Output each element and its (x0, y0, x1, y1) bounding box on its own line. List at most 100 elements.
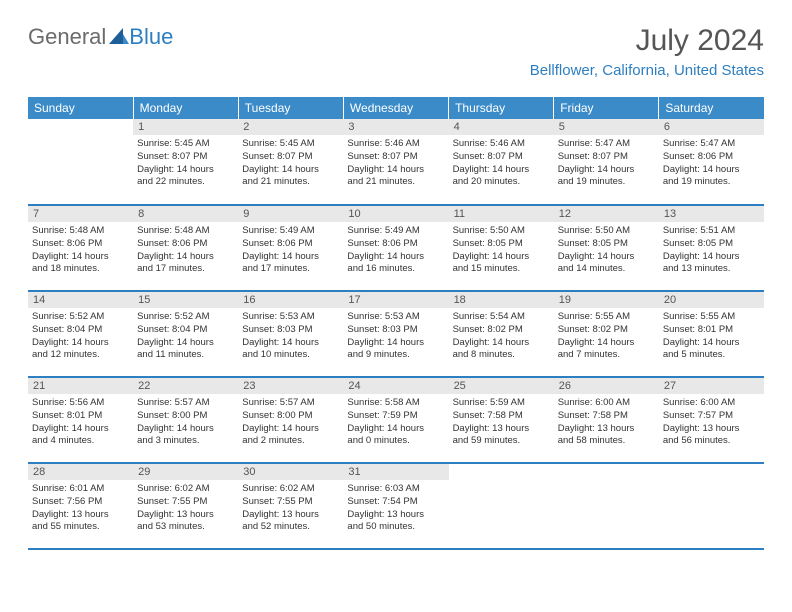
calendar-cell: 4Sunrise: 5:46 AMSunset: 8:07 PMDaylight… (449, 119, 554, 205)
day-number: 4 (449, 119, 554, 135)
weekday-header: Monday (133, 97, 238, 119)
sail-icon (109, 26, 129, 52)
day-number: 31 (343, 464, 448, 480)
day-content: Sunrise: 5:56 AMSunset: 8:01 PMDaylight:… (28, 394, 133, 452)
calendar-cell (449, 463, 554, 549)
calendar-cell: 24Sunrise: 5:58 AMSunset: 7:59 PMDayligh… (343, 377, 448, 463)
day-content: Sunrise: 5:48 AMSunset: 8:06 PMDaylight:… (28, 222, 133, 280)
day-number: 17 (343, 292, 448, 308)
calendar-cell: 23Sunrise: 5:57 AMSunset: 8:00 PMDayligh… (238, 377, 343, 463)
calendar-cell: 7Sunrise: 5:48 AMSunset: 8:06 PMDaylight… (28, 205, 133, 291)
day-number: 10 (343, 206, 448, 222)
calendar-cell: 10Sunrise: 5:49 AMSunset: 8:06 PMDayligh… (343, 205, 448, 291)
day-number: 24 (343, 378, 448, 394)
day-content: Sunrise: 5:57 AMSunset: 8:00 PMDaylight:… (238, 394, 343, 452)
calendar-week-row: 1Sunrise: 5:45 AMSunset: 8:07 PMDaylight… (28, 119, 764, 205)
weekday-header: Thursday (449, 97, 554, 119)
day-number: 27 (659, 378, 764, 394)
day-content: Sunrise: 5:46 AMSunset: 8:07 PMDaylight:… (449, 135, 554, 193)
calendar-cell: 17Sunrise: 5:53 AMSunset: 8:03 PMDayligh… (343, 291, 448, 377)
calendar-cell: 15Sunrise: 5:52 AMSunset: 8:04 PMDayligh… (133, 291, 238, 377)
calendar-cell: 9Sunrise: 5:49 AMSunset: 8:06 PMDaylight… (238, 205, 343, 291)
day-content: Sunrise: 5:51 AMSunset: 8:05 PMDaylight:… (659, 222, 764, 280)
calendar-cell (554, 463, 659, 549)
calendar-cell: 14Sunrise: 5:52 AMSunset: 8:04 PMDayligh… (28, 291, 133, 377)
day-number: 19 (554, 292, 659, 308)
calendar-cell: 22Sunrise: 5:57 AMSunset: 8:00 PMDayligh… (133, 377, 238, 463)
brand-part2: Blue (129, 24, 173, 50)
day-content: Sunrise: 5:53 AMSunset: 8:03 PMDaylight:… (343, 308, 448, 366)
day-number: 25 (449, 378, 554, 394)
calendar-cell: 6Sunrise: 5:47 AMSunset: 8:06 PMDaylight… (659, 119, 764, 205)
calendar-cell: 5Sunrise: 5:47 AMSunset: 8:07 PMDaylight… (554, 119, 659, 205)
calendar-cell: 8Sunrise: 5:48 AMSunset: 8:06 PMDaylight… (133, 205, 238, 291)
day-number: 15 (133, 292, 238, 308)
day-content: Sunrise: 5:49 AMSunset: 8:06 PMDaylight:… (238, 222, 343, 280)
day-content: Sunrise: 5:47 AMSunset: 8:06 PMDaylight:… (659, 135, 764, 193)
location-text: Bellflower, California, United States (530, 62, 764, 79)
day-number (659, 464, 764, 480)
calendar-cell (28, 119, 133, 205)
day-content: Sunrise: 5:46 AMSunset: 8:07 PMDaylight:… (343, 135, 448, 193)
day-content: Sunrise: 5:45 AMSunset: 8:07 PMDaylight:… (133, 135, 238, 193)
day-number: 23 (238, 378, 343, 394)
calendar-cell: 19Sunrise: 5:55 AMSunset: 8:02 PMDayligh… (554, 291, 659, 377)
day-number: 14 (28, 292, 133, 308)
brand-logo: General Blue (28, 24, 173, 50)
day-number: 1 (133, 119, 238, 135)
calendar-cell: 29Sunrise: 6:02 AMSunset: 7:55 PMDayligh… (133, 463, 238, 549)
day-content: Sunrise: 6:01 AMSunset: 7:56 PMDaylight:… (28, 480, 133, 538)
calendar-week-row: 14Sunrise: 5:52 AMSunset: 8:04 PMDayligh… (28, 291, 764, 377)
day-content: Sunrise: 6:02 AMSunset: 7:55 PMDaylight:… (238, 480, 343, 538)
day-number: 7 (28, 206, 133, 222)
day-content: Sunrise: 6:03 AMSunset: 7:54 PMDaylight:… (343, 480, 448, 538)
day-content: Sunrise: 5:59 AMSunset: 7:58 PMDaylight:… (449, 394, 554, 452)
calendar-cell: 16Sunrise: 5:53 AMSunset: 8:03 PMDayligh… (238, 291, 343, 377)
day-content: Sunrise: 6:00 AMSunset: 7:58 PMDaylight:… (554, 394, 659, 452)
day-number (449, 464, 554, 480)
page-title: July 2024 (530, 24, 764, 58)
day-content: Sunrise: 5:49 AMSunset: 8:06 PMDaylight:… (343, 222, 448, 280)
calendar-cell: 27Sunrise: 6:00 AMSunset: 7:57 PMDayligh… (659, 377, 764, 463)
calendar-week-row: 7Sunrise: 5:48 AMSunset: 8:06 PMDaylight… (28, 205, 764, 291)
day-number: 16 (238, 292, 343, 308)
calendar-cell: 21Sunrise: 5:56 AMSunset: 8:01 PMDayligh… (28, 377, 133, 463)
title-block: July 2024 Bellflower, California, United… (530, 24, 764, 79)
calendar-cell: 25Sunrise: 5:59 AMSunset: 7:58 PMDayligh… (449, 377, 554, 463)
calendar-cell: 1Sunrise: 5:45 AMSunset: 8:07 PMDaylight… (133, 119, 238, 205)
calendar-cell (659, 463, 764, 549)
calendar-cell: 2Sunrise: 5:45 AMSunset: 8:07 PMDaylight… (238, 119, 343, 205)
calendar-cell: 20Sunrise: 5:55 AMSunset: 8:01 PMDayligh… (659, 291, 764, 377)
day-content: Sunrise: 5:58 AMSunset: 7:59 PMDaylight:… (343, 394, 448, 452)
day-content: Sunrise: 5:57 AMSunset: 8:00 PMDaylight:… (133, 394, 238, 452)
calendar-cell: 13Sunrise: 5:51 AMSunset: 8:05 PMDayligh… (659, 205, 764, 291)
calendar-cell: 12Sunrise: 5:50 AMSunset: 8:05 PMDayligh… (554, 205, 659, 291)
calendar-body: 1Sunrise: 5:45 AMSunset: 8:07 PMDaylight… (28, 119, 764, 549)
day-content: Sunrise: 5:47 AMSunset: 8:07 PMDaylight:… (554, 135, 659, 193)
day-content: Sunrise: 5:50 AMSunset: 8:05 PMDaylight:… (554, 222, 659, 280)
day-content: Sunrise: 6:02 AMSunset: 7:55 PMDaylight:… (133, 480, 238, 538)
calendar-cell: 28Sunrise: 6:01 AMSunset: 7:56 PMDayligh… (28, 463, 133, 549)
day-number (554, 464, 659, 480)
day-number (28, 119, 133, 135)
brand-part1: General (28, 24, 106, 50)
weekday-header: Saturday (659, 97, 764, 119)
day-number: 30 (238, 464, 343, 480)
day-content: Sunrise: 5:55 AMSunset: 8:02 PMDaylight:… (554, 308, 659, 366)
day-number: 5 (554, 119, 659, 135)
header: General Blue July 2024 Bellflower, Calif… (28, 24, 764, 79)
day-number: 18 (449, 292, 554, 308)
weekday-header: Wednesday (343, 97, 448, 119)
day-number: 13 (659, 206, 764, 222)
day-number: 3 (343, 119, 448, 135)
calendar-week-row: 28Sunrise: 6:01 AMSunset: 7:56 PMDayligh… (28, 463, 764, 549)
day-content: Sunrise: 5:52 AMSunset: 8:04 PMDaylight:… (28, 308, 133, 366)
calendar-cell: 26Sunrise: 6:00 AMSunset: 7:58 PMDayligh… (554, 377, 659, 463)
day-number: 21 (28, 378, 133, 394)
day-content: Sunrise: 5:52 AMSunset: 8:04 PMDaylight:… (133, 308, 238, 366)
calendar-cell: 3Sunrise: 5:46 AMSunset: 8:07 PMDaylight… (343, 119, 448, 205)
calendar-table: SundayMondayTuesdayWednesdayThursdayFrid… (28, 97, 764, 550)
day-number: 28 (28, 464, 133, 480)
day-number: 11 (449, 206, 554, 222)
weekday-header: Tuesday (238, 97, 343, 119)
